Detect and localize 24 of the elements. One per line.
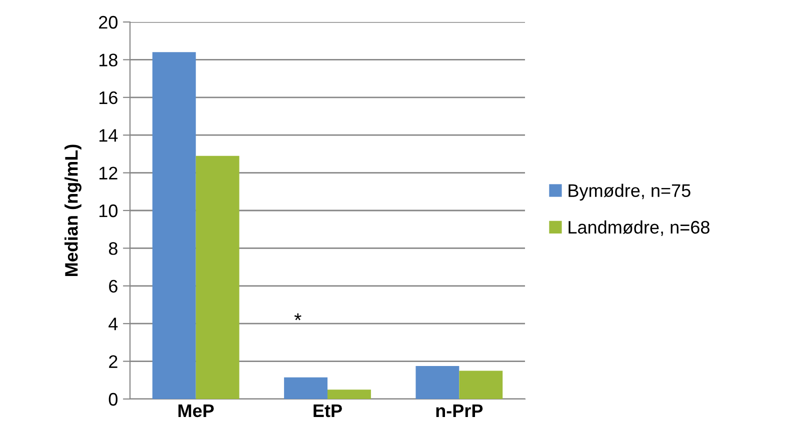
bar <box>196 156 240 399</box>
legend-label: Landmødre, n=68 <box>568 220 710 236</box>
y-tick-label: 4 <box>108 318 118 330</box>
x-tick-label: n-PrP <box>436 404 483 417</box>
y-tick-label: 12 <box>99 166 118 180</box>
y-tick-label: 20 <box>99 16 118 29</box>
y-tick-label: 10 <box>99 204 118 218</box>
x-tick-label: EtP <box>314 404 342 418</box>
bar <box>284 377 328 399</box>
y-tick-label: 16 <box>99 91 118 104</box>
annotation: * <box>294 313 302 320</box>
bar <box>416 366 460 399</box>
legend-label: Bymødre, n=75 <box>568 184 690 201</box>
y-tick-label: 18 <box>99 54 118 66</box>
y-tick-label: 14 <box>99 129 118 142</box>
bar <box>152 52 196 399</box>
y-tick-label: 6 <box>109 280 118 293</box>
bar <box>328 390 371 399</box>
x-tick-label: MeP <box>178 404 214 418</box>
y-axis-title: Median (ng/mL) <box>64 144 82 276</box>
y-tick-label: 8 <box>108 242 118 255</box>
y-tick-label: 2 <box>109 355 118 368</box>
bar <box>459 370 503 399</box>
y-tick-label: 0 <box>108 392 118 406</box>
